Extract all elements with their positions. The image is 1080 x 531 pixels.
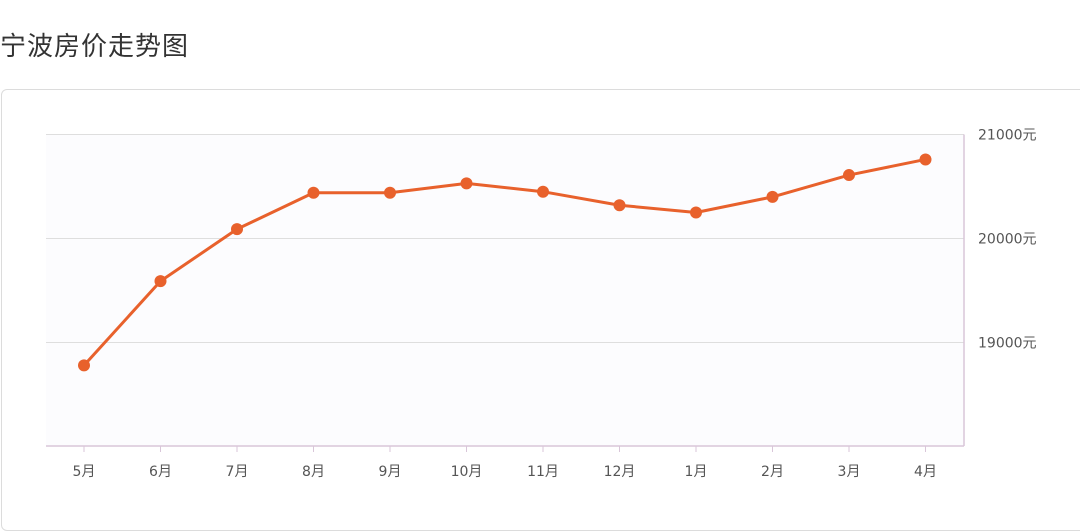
data-point: [384, 186, 396, 199]
x-tick-label: 5月: [73, 464, 96, 480]
y-tick-label: 20000元: [978, 232, 1037, 248]
x-tick-label: 4月: [914, 464, 937, 480]
data-point: [307, 186, 320, 199]
data-point: [231, 223, 243, 236]
line-chart: 19000元 20000元 21000元 5月 6月 7月 8月 9月 10月 11月 12月 1月 2…: [46, 128, 1037, 481]
series-line: [82, 157, 926, 367]
data-point: [154, 275, 167, 288]
data-point: [537, 185, 549, 198]
series: [78, 153, 932, 372]
x-tick-label: 9月: [379, 464, 402, 480]
data-point: [613, 199, 626, 212]
x-tick-label: 6月: [149, 464, 172, 480]
x-tick-label: 8月: [302, 464, 325, 480]
data-point: [690, 206, 702, 219]
x-tick-label: 2月: [761, 464, 784, 480]
x-tick-label: 7月: [226, 464, 249, 480]
data-point: [460, 177, 473, 190]
y-tick-label: 21000元: [978, 128, 1037, 144]
tick-labels: 19000元 20000元 21000元 5月 6月 7月 8月 9月 10月 11月 12月 1月 2…: [73, 128, 1037, 481]
axes: [46, 134, 965, 452]
x-tick-label: 12月: [604, 464, 636, 480]
x-tick-label: 11月: [527, 464, 559, 480]
data-point: [766, 190, 779, 203]
grid-lines: [46, 134, 964, 343]
y-tick-label: 19000元: [978, 336, 1037, 352]
data-point: [843, 169, 855, 182]
x-tick-label: 3月: [838, 464, 861, 480]
data-point: [78, 359, 90, 372]
x-tick-label: 10月: [451, 464, 483, 480]
x-tick-label: 1月: [685, 464, 708, 480]
data-point: [919, 153, 932, 166]
page-title: 宁波房价走势图: [0, 32, 190, 62]
